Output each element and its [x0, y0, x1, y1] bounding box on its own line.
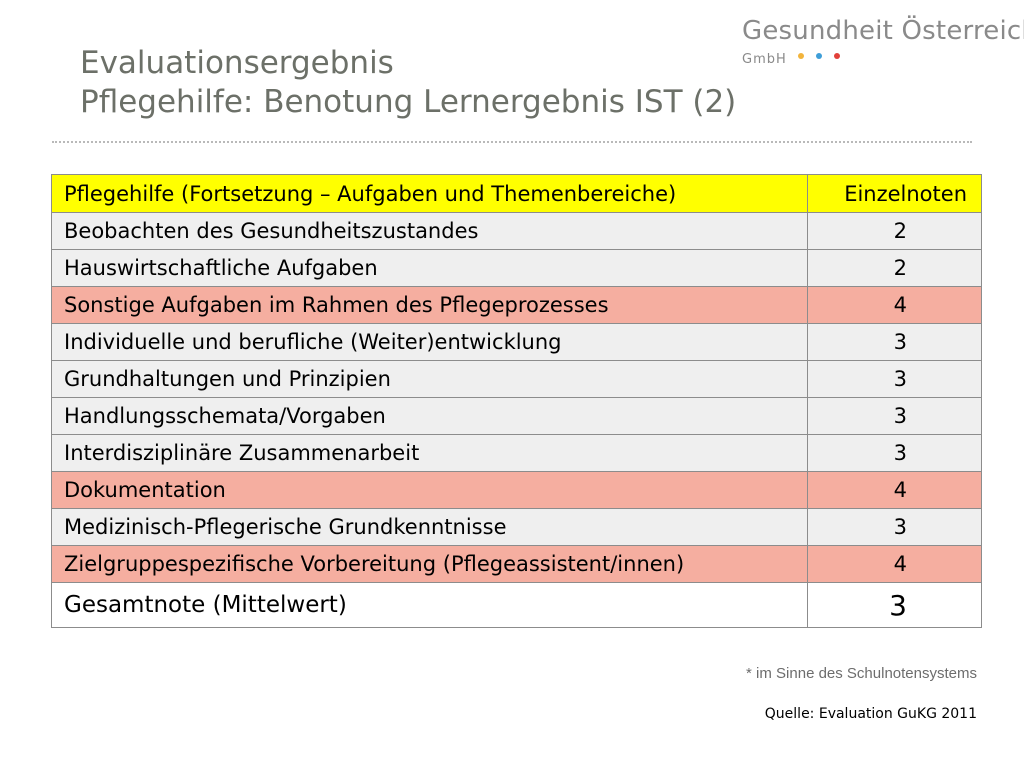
row-topic: Beobachten des Gesundheitszustandes [51, 212, 808, 250]
logo-dot-blue-icon [816, 53, 822, 59]
logo-gmbh: GmbH [742, 52, 787, 67]
table-row: Handlungsschemata/Vorgaben 3 [51, 397, 982, 435]
slide-title-line-2: Pflegehilfe: Benotung Lernergebnis IST (… [80, 84, 737, 120]
table-total-row: Gesamtnote (Mittelwert) 3 [51, 582, 982, 628]
header-grade: Einzelnoten [807, 174, 982, 213]
table-row-highlighted: Dokumentation 4 [51, 471, 982, 509]
logo-dot-yellow-icon [798, 53, 804, 59]
slide-title: Evaluationsergebnis Pflegehilfe: Benotun… [80, 44, 736, 122]
total-grade: 3 [807, 582, 982, 628]
table-row: Grundhaltungen und Prinzipien 3 [51, 360, 982, 398]
row-grade: 3 [807, 434, 982, 472]
row-grade: 3 [807, 323, 982, 361]
logo-name: Gesundheit Österreich [742, 16, 1024, 46]
slide-title-line-1: Evaluationsergebnis [80, 45, 394, 81]
row-topic: Medizinisch-Pflegerische Grundkenntnisse [51, 508, 808, 546]
row-grade: 4 [807, 471, 982, 509]
row-topic: Zielgruppespezifische Vorbereitung (Pfle… [51, 545, 808, 583]
table-row: Medizinisch-Pflegerische Grundkenntnisse… [51, 508, 982, 546]
table-row-highlighted: Sonstige Aufgaben im Rahmen des Pflegepr… [51, 286, 982, 324]
row-grade: 3 [807, 397, 982, 435]
row-grade: 3 [807, 360, 982, 398]
row-grade: 4 [807, 545, 982, 583]
table-row: Individuelle und berufliche (Weiter)entw… [51, 323, 982, 361]
header-topic: Pflegehilfe (Fortsetzung – Aufgaben und … [51, 174, 808, 213]
row-topic: Interdisziplinäre Zusammenarbeit [51, 434, 808, 472]
table-row: Hauswirtschaftliche Aufgaben 2 [51, 249, 982, 287]
row-topic: Grundhaltungen und Prinzipien [51, 360, 808, 398]
logo-dot-red-icon [834, 53, 840, 59]
row-topic: Individuelle und berufliche (Weiter)entw… [51, 323, 808, 361]
row-topic: Sonstige Aufgaben im Rahmen des Pflegepr… [51, 286, 808, 324]
row-topic: Handlungsschemata/Vorgaben [51, 397, 808, 435]
total-label: Gesamtnote (Mittelwert) [51, 582, 808, 628]
table-row: Beobachten des Gesundheitszustandes 2 [51, 212, 982, 250]
row-topic: Hauswirtschaftliche Aufgaben [51, 249, 808, 287]
table-row-highlighted: Zielgruppespezifische Vorbereitung (Pfle… [51, 545, 982, 583]
title-divider [52, 141, 972, 143]
source-note: Quelle: Evaluation GuKG 2011 [764, 706, 977, 722]
row-grade: 2 [807, 249, 982, 287]
table-header-row: Pflegehilfe (Fortsetzung – Aufgaben und … [51, 174, 982, 213]
row-grade: 3 [807, 508, 982, 546]
grades-table: Pflegehilfe (Fortsetzung – Aufgaben und … [51, 174, 982, 628]
table-row: Interdisziplinäre Zusammenarbeit 3 [51, 434, 982, 472]
footnote: * im Sinne des Schulnotensystems [746, 665, 977, 682]
row-grade: 4 [807, 286, 982, 324]
row-grade: 2 [807, 212, 982, 250]
logo-subline: GmbH [742, 48, 1024, 68]
row-topic: Dokumentation [51, 471, 808, 509]
company-logo: Gesundheit Österreich GmbH [742, 16, 1024, 68]
